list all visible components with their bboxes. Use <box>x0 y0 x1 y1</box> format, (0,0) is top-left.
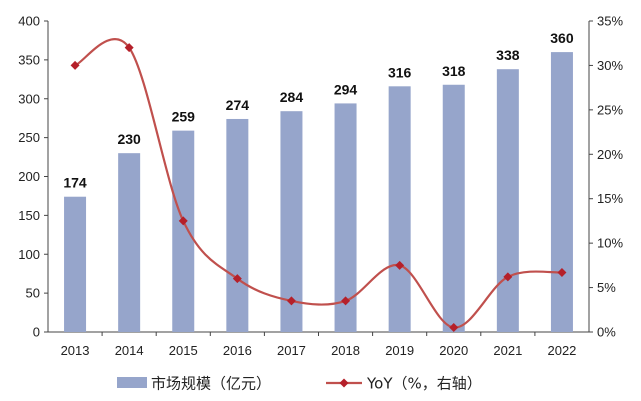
bar <box>388 86 411 332</box>
right-tick-label: 5% <box>597 280 616 295</box>
x-tick-label: 2017 <box>277 343 306 358</box>
right-axis-ticks: 0% 5% 10% 15% 20% 25% 30% 35% <box>589 14 623 340</box>
left-tick-label: 150 <box>18 208 40 223</box>
bar-data-label: 230 <box>117 131 141 147</box>
yoy-point <box>341 296 351 306</box>
x-tick-label: 2020 <box>439 343 468 358</box>
legend-line-marker <box>339 378 349 388</box>
legend-line-label: YoY（%，右轴） <box>366 375 482 393</box>
bar <box>496 69 519 332</box>
bar <box>280 111 303 332</box>
left-tick-label: 350 <box>18 52 40 67</box>
x-tick-label: 2019 <box>385 343 414 358</box>
bar <box>334 103 357 332</box>
left-tick-label: 300 <box>18 91 40 106</box>
x-tick-label: 2022 <box>547 343 576 358</box>
bar-data-label: 274 <box>226 97 250 113</box>
left-axis-ticks: 0 50 100 150 200 250 300 350 400 <box>18 14 48 340</box>
x-tick-label: 2013 <box>61 343 90 358</box>
bar <box>64 196 87 332</box>
legend: 市场规模（亿元） YoY（%，右轴） <box>117 375 482 393</box>
left-tick-label: 200 <box>18 169 40 184</box>
yoy-point <box>557 267 567 277</box>
bar-data-label: 318 <box>442 63 466 79</box>
bar-data-label: 316 <box>388 64 412 80</box>
right-tick-label: 35% <box>597 14 623 29</box>
x-tick-label: 2018 <box>331 343 360 358</box>
yoy-point <box>124 43 134 53</box>
yoy-point <box>286 296 296 306</box>
legend-bar-swatch <box>117 377 147 388</box>
legend-bar-label: 市场规模（亿元） <box>151 375 271 393</box>
bar-data-label: 259 <box>172 109 196 125</box>
yoy-point <box>70 60 80 70</box>
right-tick-label: 20% <box>597 147 623 162</box>
x-tick-label: 2021 <box>493 343 522 358</box>
right-tick-label: 15% <box>597 191 623 206</box>
bar-data-label: 294 <box>334 81 358 97</box>
left-tick-label: 250 <box>18 130 40 145</box>
bar-data-label: 338 <box>496 47 520 63</box>
data-labels: 174 230 259 274 284 294 316 318 338 360 <box>63 30 573 191</box>
yoy-line <box>74 38 563 329</box>
right-tick-label: 25% <box>597 102 623 117</box>
right-tick-label: 0% <box>597 325 616 340</box>
bar <box>118 153 141 332</box>
right-tick-label: 10% <box>597 236 623 251</box>
left-tick-label: 400 <box>18 14 40 29</box>
bar <box>550 52 573 332</box>
yoy-point <box>395 260 405 270</box>
bar-series <box>64 52 573 332</box>
x-tick-label: 2014 <box>115 343 144 358</box>
x-tick-label: 2016 <box>223 343 252 358</box>
yoy-line-series <box>70 38 567 333</box>
yoy-point <box>503 272 513 282</box>
bar-data-label: 360 <box>550 30 574 46</box>
yoy-point <box>178 216 188 226</box>
x-axis-ticks: 2013 2014 2015 2016 2017 2018 2019 2020 2021 2022 <box>61 332 576 358</box>
right-tick-label: 30% <box>597 58 623 73</box>
x-tick-label: 2015 <box>169 343 198 358</box>
bar <box>226 118 249 332</box>
left-tick-label: 0 <box>33 325 40 340</box>
bar <box>172 130 195 332</box>
bar-data-label: 284 <box>280 89 304 105</box>
left-tick-label: 100 <box>18 247 40 262</box>
yoy-point <box>232 274 242 284</box>
yoy-point <box>449 323 459 333</box>
left-tick-label: 50 <box>26 286 40 301</box>
bar-data-label: 174 <box>63 175 87 191</box>
bar <box>442 84 465 332</box>
